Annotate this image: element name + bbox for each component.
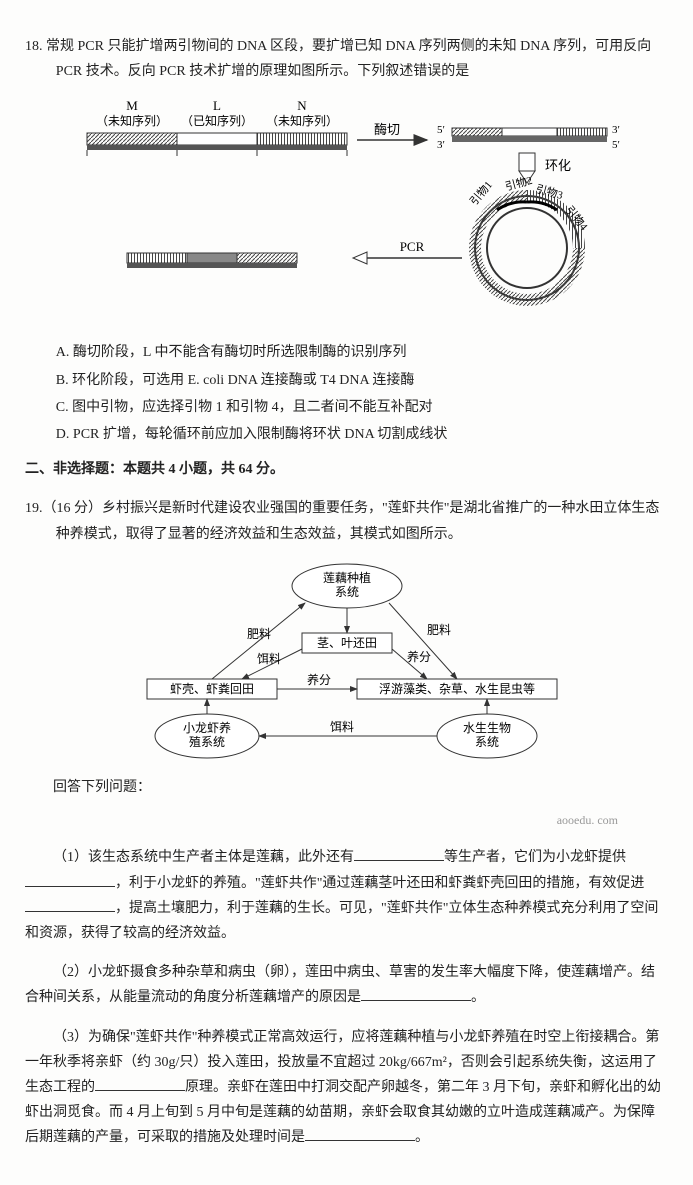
- pcr-label: PCR: [399, 239, 424, 254]
- blank-1: [354, 846, 444, 861]
- q19-sub1-b: 等生产者，它们为小龙虾提供: [444, 850, 626, 865]
- circularize-arrow-box: [519, 153, 535, 171]
- edge-shell-lotus-label: 肥料: [247, 627, 271, 641]
- node-lotus-text2: 系统: [334, 585, 358, 599]
- label-M-sub: （未知序列）: [95, 113, 167, 128]
- q19-sub2-a: （2）小龙虾摄食多种杂草和病虫（卵），莲田中病虫、草害的发生率大幅度下降，使莲藕…: [25, 965, 655, 1005]
- question-19: 19.（16 分）乡村振兴是新时代建设农业强国的重要任务，"莲虾共作"是湖北省推…: [25, 496, 668, 1150]
- edge-lotus-plankton: [389, 603, 457, 679]
- label-L: L: [213, 98, 221, 113]
- q19-stem: 19.（16 分）乡村振兴是新时代建设农业强国的重要任务，"莲虾共作"是湖北省推…: [25, 496, 668, 546]
- edge-aquatic-cray-label: 饵料: [329, 720, 353, 734]
- q19-diagram-svg: 莲藕种植 系统 茎、叶还田 虾壳、虾粪回田 浮游藻类、杂草、水生昆虫等 小龙虾养…: [107, 561, 587, 761]
- edge-stem-feed-label: 饵料: [257, 652, 281, 666]
- label-N-sub: （未知序列）: [265, 113, 337, 128]
- q18-stem: 18. 常规 PCR 只能扩增两引物间的 DNA 区段，要扩增已知 DNA 序列…: [25, 34, 668, 84]
- q18-option-D: D. PCR 扩增，每轮循环前应加入限制酶将环状 DNA 切割成线状: [56, 422, 668, 447]
- node-lotus-text1: 莲藕种植: [322, 570, 370, 585]
- q19-sub3: （3）为确保"莲虾共作"种养模式正常高效运行，应将莲藕种植与小龙虾养殖在时空上衔…: [25, 1025, 668, 1151]
- three-prime-2: 3′: [437, 139, 445, 151]
- cut-fragment: 5′ 3′ 3′ 5′: [437, 124, 620, 151]
- node-shell-text: 虾壳、虾粪回田: [169, 682, 253, 696]
- edge-shell-lotus: [212, 603, 305, 679]
- label-L-sub: （已知序列）: [180, 113, 252, 128]
- enzyme-cut-label: 酶切: [373, 122, 399, 137]
- blank-5: [95, 1076, 185, 1091]
- pcr-product: [127, 253, 297, 268]
- section-2-title: 二、非选择题：本题共 4 小题，共 64 分。: [25, 457, 668, 482]
- circularize-label: 环化: [545, 158, 571, 173]
- blank-2: [25, 872, 115, 887]
- watermark: aooedu. com: [25, 810, 668, 832]
- q19-diagram: 莲藕种植 系统 茎、叶还田 虾壳、虾粪回田 浮游藻类、杂草、水生昆虫等 小龙虾养…: [25, 561, 668, 761]
- q19-sub3-c: 。: [415, 1130, 429, 1145]
- label-M: M: [126, 98, 138, 113]
- q18-stem-text: 常规 PCR 只能扩增两引物间的 DNA 区段，要扩增已知 DNA 序列两侧的未…: [46, 39, 651, 79]
- q18-diagram: M （未知序列） L （已知序列） N （未知序列）: [25, 98, 668, 328]
- node-crayfish-text2: 殖系统: [188, 734, 224, 749]
- q19-number: 19.: [25, 501, 43, 516]
- five-prime-2: 5′: [612, 139, 620, 151]
- q18-option-B: B. 环化阶段，可选用 E. coli DNA 连接酶或 T4 DNA 连接酶: [56, 368, 668, 393]
- q18-option-A: A. 酶切阶段，L 中不能含有酶切时所选限制酶的识别序列: [56, 340, 668, 365]
- five-prime-1: 5′: [437, 124, 445, 136]
- node-plankton-text: 浮游藻类、杂草、水生昆虫等: [378, 682, 534, 696]
- q19-sub1-d: ，提高土壤肥力，利于莲藕的生长。可见，"莲虾共作"立体生态种养模式充分利用了空间…: [25, 901, 658, 941]
- label-N: N: [297, 98, 307, 113]
- blank-3: [25, 897, 115, 912]
- q18-option-C: C. 图中引物，应选择引物 1 和引物 4，且二者间不能互补配对: [56, 395, 668, 420]
- blank-4: [361, 986, 471, 1001]
- pcr-arrow-head: [353, 252, 367, 264]
- blank-6: [305, 1126, 415, 1141]
- q19-sub2: （2）小龙虾摄食多种杂草和病虫（卵），莲田中病虫、草害的发生率大幅度下降，使莲藕…: [25, 960, 668, 1010]
- node-stemleaf-text: 茎、叶还田: [316, 636, 376, 650]
- q19-sub1-c: ，利于小龙虾的养殖。"莲虾共作"通过莲藕茎叶还田和虾粪虾壳回田的措施，有效促进: [115, 876, 644, 891]
- edge-shell-plankton-label: 养分: [307, 672, 331, 687]
- q19-sub1: （1）该生态系统中生产者主体是莲藕，此外还有 等生产者，它们为小龙虾提供 ，利于小龙…: [25, 845, 668, 946]
- q19-points: （16 分）: [43, 501, 103, 516]
- node-aquatic-text1: 水生生物: [462, 721, 510, 735]
- q19-stem-text: 乡村振兴是新时代建设农业强国的重要任务，"莲虾共作"是湖北省推广的一种水田立体生…: [56, 501, 660, 541]
- q18-options: A. 酶切阶段，L 中不能含有酶切时所选限制酶的识别序列 B. 环化阶段，可选用…: [25, 340, 668, 447]
- edge-stem-nutrient-label: 养分: [407, 649, 431, 664]
- original-dna: [87, 133, 347, 156]
- circular-dna: 引物1 引物2 引物3 引物4: [466, 173, 591, 300]
- q18-number: 18.: [25, 39, 43, 54]
- node-aquatic-text2: 系统: [474, 735, 498, 749]
- node-crayfish-text1: 小龙虾养: [182, 720, 230, 735]
- q19-answer-prompt: 回答下列问题：: [25, 775, 668, 800]
- q19-sub1-a: （1）该生态系统中生产者主体是莲藕，此外还有: [53, 850, 354, 865]
- q18-diagram-svg: M （未知序列） L （已知序列） N （未知序列）: [67, 98, 627, 328]
- three-prime-1: 3′: [612, 124, 620, 136]
- question-18: 18. 常规 PCR 只能扩增两引物间的 DNA 区段，要扩增已知 DNA 序列…: [25, 34, 668, 447]
- edge-lotus-plankton-label: 肥料: [427, 623, 451, 637]
